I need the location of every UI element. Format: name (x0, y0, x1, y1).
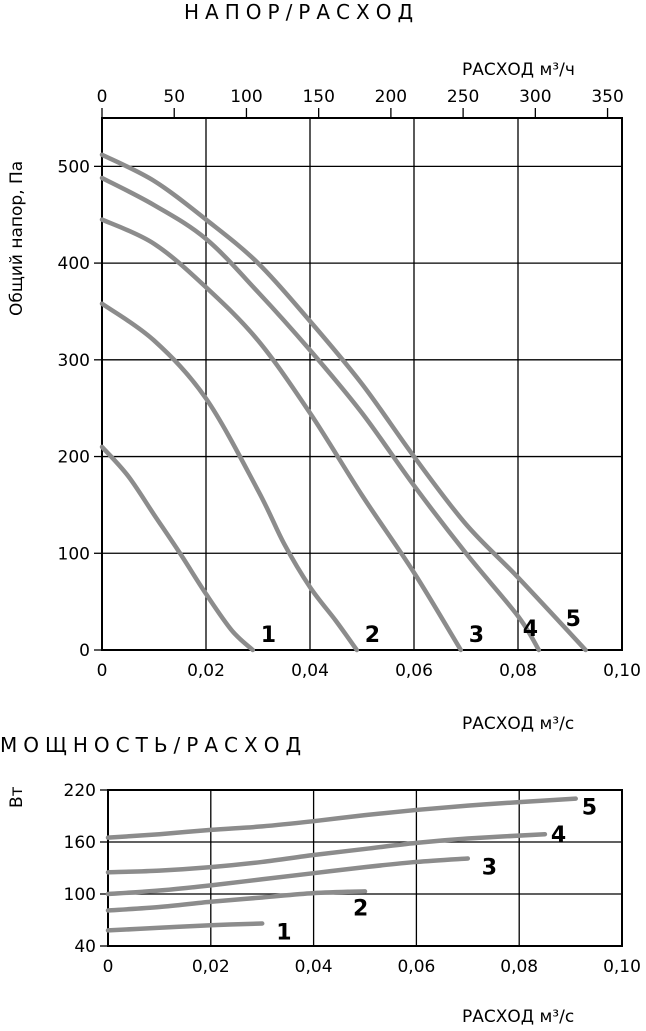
chart1-top-axis-label: РАСХОД м³/ч (462, 60, 575, 80)
chart2-curve-labels: 1 2 3 45 (276, 796, 597, 946)
series-label-4: 4 (523, 617, 538, 642)
x-tick-label: 0 (103, 957, 114, 977)
x2-tick-label: 0 (97, 87, 108, 107)
x2-tick-label: 150 (302, 87, 334, 107)
series-label-4: 4 (551, 823, 566, 848)
x2-tick-label: 350 (591, 87, 623, 107)
chart1-ticks: 0 0,02 0,04 0,06 0,08 0,10 0 100 200 300 400 500 0 50… (58, 87, 641, 681)
chart2-x-axis-label: РАСХОД м³/с (462, 1007, 574, 1027)
x2-tick-label: 50 (163, 87, 185, 107)
y-tick-label: 40 (74, 937, 96, 957)
plot-frame (107, 789, 623, 947)
x-tick-label: 0,10 (603, 957, 641, 977)
x-tick-label: 0,06 (395, 661, 433, 681)
y-tick-label: 400 (58, 254, 90, 274)
y-tick-label: 100 (64, 885, 96, 905)
y-tick-label: 160 (64, 833, 96, 853)
series-label-2: 2 (353, 896, 368, 921)
x-tick-label: 0,02 (187, 661, 225, 681)
chart1-curves (99, 152, 588, 653)
series-label-5: 5 (582, 796, 597, 821)
series-line-3 (105, 856, 471, 897)
series-label-1: 1 (276, 920, 291, 945)
x-tick-label: 0,06 (397, 957, 435, 977)
y-tick-label: 200 (58, 448, 90, 468)
series-line-5 (99, 152, 588, 653)
chart1-curve-labels: 1 2 3 4 5 (261, 607, 581, 648)
series-line-5 (105, 796, 578, 840)
y-tick-label: 0 (79, 641, 90, 661)
plot-frame (101, 117, 623, 651)
x-tick-label: 0,04 (295, 957, 333, 977)
chart1-grid (94, 108, 623, 651)
x2-tick-label: 300 (519, 87, 551, 107)
x-tick-label: 0,02 (192, 957, 230, 977)
chart1-title: НАПОР/РАСХОД (184, 0, 419, 24)
series-label-3: 3 (482, 855, 497, 880)
x-tick-label: 0,10 (603, 661, 641, 681)
series-line-3 (99, 217, 464, 653)
x-tick-label: 0,04 (291, 661, 329, 681)
series-label-5: 5 (566, 607, 581, 632)
chart1-y-axis-label: Общий напор, Па (7, 161, 27, 316)
x2-tick-label: 100 (230, 87, 262, 107)
series-line-1 (105, 921, 265, 933)
chart1-bottom-axis-label: РАСХОД м³/с (462, 714, 574, 734)
x2-tick-label: 250 (447, 87, 479, 107)
series-line-2 (99, 301, 360, 653)
series-label-1: 1 (261, 623, 276, 648)
y-tick-label: 100 (58, 544, 90, 564)
y-tick-label: 300 (58, 351, 90, 371)
series-label-2: 2 (365, 623, 380, 648)
y-tick-label: 220 (64, 781, 96, 801)
series-label-3: 3 (469, 623, 484, 648)
x-tick-label: 0 (97, 661, 108, 681)
series-line-1 (99, 444, 256, 653)
series-line-4 (105, 831, 548, 875)
x-tick-label: 0,08 (500, 957, 538, 977)
series-line-2 (105, 889, 368, 913)
chart2-curves (105, 796, 578, 933)
y-tick-label: 500 (58, 157, 90, 177)
chart2-ticks: 0 0,02 0,04 0,06 0,08 0,10 40 100 160 220 (64, 781, 641, 977)
chart2-title: МОЩНОСТЬ/РАСХОД (0, 733, 307, 757)
series-line-4 (99, 175, 542, 653)
chart2-y-axis-label: Вт (7, 786, 27, 808)
x2-tick-label: 200 (375, 87, 407, 107)
x-tick-label: 0,08 (499, 661, 537, 681)
